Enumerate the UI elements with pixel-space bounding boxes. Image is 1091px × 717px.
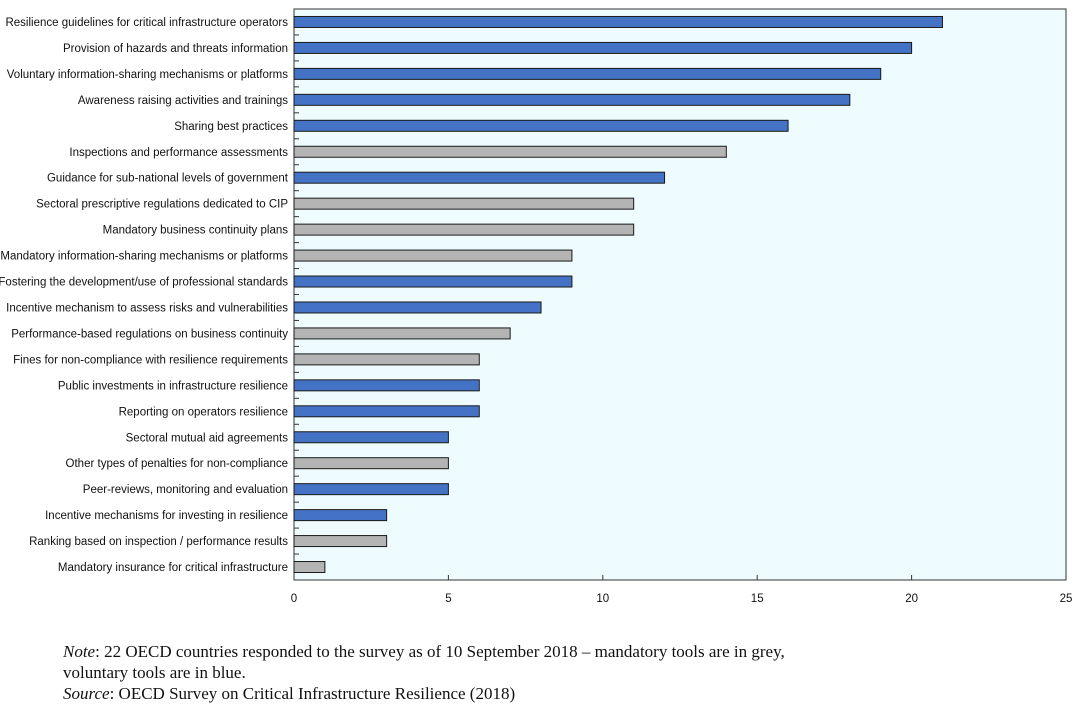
bar [293,561,326,574]
bar [293,119,789,132]
bar [293,197,635,210]
bar [293,301,542,314]
category-label: Mandatory insurance for critical infrast… [58,562,288,574]
category-label: Incentive mechanisms for investing in re… [45,510,288,522]
bar [293,223,635,236]
bar [293,379,480,392]
bar [293,509,388,522]
bar [293,535,388,548]
bar [293,15,943,28]
source-label: Source [63,684,110,703]
note-line: Note: 22 OECD countries responded to the… [63,641,963,662]
category-label: Sharing best practices [174,121,288,133]
category-label: Sectoral mutual aid agreements [126,432,289,444]
note-line-2: voluntary tools are in blue. [63,662,963,683]
category-label: Incentive mechanism to assess risks and … [6,302,288,314]
category-label: Ranking based on inspection / performanc… [29,536,288,548]
bar [293,405,480,418]
category-label: Mandatory information-sharing mechanisms… [0,251,288,263]
category-label: Fines for non-compliance with resilience… [13,354,288,366]
source-line: Source: OECD Survey on Critical Infrastr… [63,683,963,704]
category-label: Reporting on operators resilience [119,406,288,418]
category-label: Sectoral prescriptive regulations dedica… [36,199,288,211]
bar [293,145,727,158]
category-label: Provision of hazards and threats informa… [63,43,288,55]
bar [293,483,449,496]
category-label: Awareness raising activities and trainin… [78,95,288,107]
x-tick-label: 25 [1060,593,1073,605]
note-block: Note: 22 OECD countries responded to the… [63,641,963,704]
bar [293,67,882,80]
category-label: Public investments in infrastructure res… [58,380,288,392]
category-label: Mandatory business continuity plans [103,225,289,237]
bar [293,93,851,106]
category-label: Voluntary information-sharing mechanisms… [7,69,288,81]
x-tick-label: 5 [445,593,451,605]
category-label: Fostering the development/use of profess… [0,277,288,289]
bar [293,327,511,340]
bar [293,171,666,184]
x-tick-label: 15 [751,593,764,605]
category-label: Resilience guidelines for critical infra… [5,17,288,29]
category-label: Guidance for sub-national levels of gove… [47,173,289,185]
x-tick-label: 10 [596,593,609,605]
bar [293,431,449,444]
note-label: Note [63,642,96,661]
x-tick-label: 20 [905,593,918,605]
bar [293,275,573,288]
bar [293,249,573,262]
note-text-2: voluntary tools are in blue. [63,663,246,682]
bar [293,457,449,470]
category-label: Performance-based regulations on busines… [11,328,288,340]
source-text: : OECD Survey on Critical Infrastructure… [109,684,516,703]
note-text: : 22 OECD countries responded to the sur… [95,642,785,661]
bar [293,353,480,366]
category-label: Other types of penalties for non-complia… [66,458,288,470]
category-label: Inspections and performance assessments [69,147,288,159]
x-tick-label: 0 [291,593,297,605]
category-label: Peer-reviews, monitoring and evaluation [83,484,288,496]
bar-chart: Resilience guidelines for critical infra… [0,8,1073,605]
chart-svg: Resilience guidelines for critical infra… [0,8,1073,605]
bar [293,41,913,54]
